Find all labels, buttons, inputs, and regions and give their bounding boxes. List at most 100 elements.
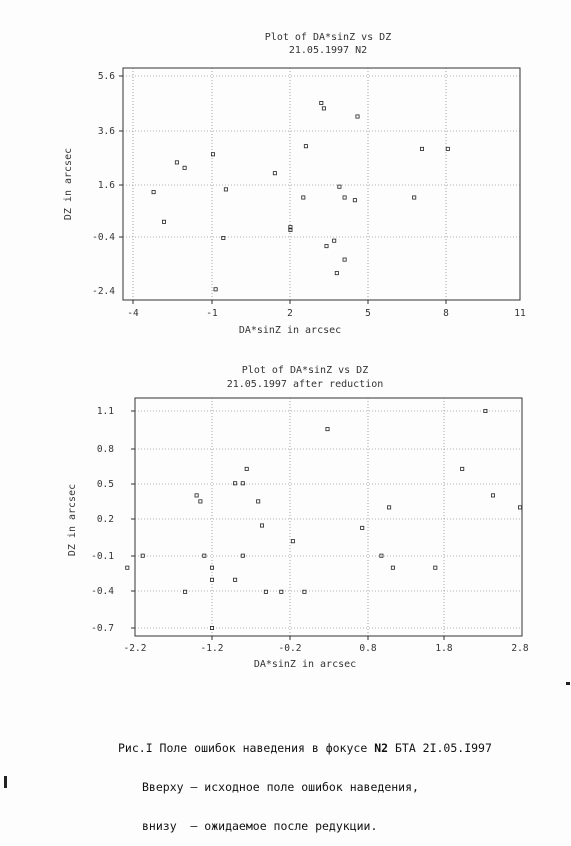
y-tick-label: -0.4 [92,232,115,243]
scatter-point [332,238,337,243]
scatter-point [337,184,342,189]
scatter-point [240,553,245,558]
y-axis-label: DZ in arcsec [63,148,74,220]
scatter-point [518,505,523,510]
scatter-point [319,101,324,106]
scatter-point [209,626,214,631]
y-axis-label: DZ in arcsec [67,484,78,556]
scatter-point [342,195,347,200]
x-tick-label: 2 [287,308,293,319]
caption-text: БТА 2I.05.I997 [388,741,492,755]
scatter-point [182,165,187,170]
scatter-point [213,287,218,292]
scan-mark [566,682,570,685]
figure-caption: Рис.I Поле ошибок наведения в фокусе N2 … [118,716,492,846]
scatter-point [419,146,424,151]
scatter-point [288,225,293,230]
scatter-points [125,408,523,631]
scatter-point [390,565,395,570]
scan-mark [4,776,7,788]
scatter-point [183,589,188,594]
scatter-point [288,227,293,232]
grid [135,398,522,636]
caption-line-3: внизу – ожидаемое после редукции. [142,819,378,833]
x-tick-label: 1.8 [435,643,452,654]
plot-frame [134,397,523,637]
scatter-point [279,589,284,594]
scatter-point [233,577,238,582]
axis-ticks [119,75,447,304]
x-axis-label: DA*sinZ in arcsec [254,659,356,670]
scatter-point [303,144,308,149]
scatter-point [290,539,295,544]
scatter-point [202,553,207,558]
scatter-point [140,553,145,558]
caption-focus-label: N2 [374,741,389,755]
scatter-point [412,195,417,200]
scatter-points [151,101,450,292]
scatter-point [352,198,357,203]
scatter-point [379,553,384,558]
scatter-point [151,190,156,195]
chart-bottom: Plot of DA*sinZ vs DZ 21.05.1997 after r… [67,365,529,670]
y-tick-label: -0.4 [91,586,114,597]
scatter-point [334,271,339,276]
y-tick-label: 0.8 [97,444,114,455]
x-tick-label: -4 [127,308,139,319]
scatter-point [233,481,238,486]
x-tick-label: 5 [365,308,371,319]
y-tick-label: -0.1 [91,551,114,562]
scatter-point [433,565,438,570]
scatter-point [321,106,326,111]
scatter-point [259,523,264,528]
chart-top: Plot of DA*sinZ vs DZ 21.05.1997 N2 -4 -… [63,32,526,336]
y-tick-label: 0.2 [97,514,114,525]
chart-subtitle: 21.05.1997 N2 [289,45,367,56]
chart-title: Plot of DA*sinZ vs DZ [265,32,391,43]
y-tick-label: 1.6 [98,180,115,191]
x-tick-label: 8 [443,308,449,319]
scatter-point [174,160,179,165]
chart-title: Plot of DA*sinZ vs DZ [242,365,368,376]
scatter-point [210,152,215,157]
x-axis-label: DA*sinZ in arcsec [239,325,341,336]
scatter-point [302,589,307,594]
scatter-point [490,493,495,498]
y-tick-label: 1.1 [97,406,114,417]
scatter-point [325,427,330,432]
x-tick-label: 0.8 [359,643,376,654]
scatter-point [324,244,329,249]
scatter-point [360,525,365,530]
chart-subtitle: 21.05.1997 after reduction [227,379,384,390]
scatter-point [256,499,261,504]
scatter-point [194,493,199,498]
scatter-point [223,187,228,192]
scatter-point [301,195,306,200]
scatter-point [209,577,214,582]
y-tick-label: -0.7 [91,623,114,634]
caption-line-1: Рис.I Поле ошибок наведения в фокусе N2 … [118,742,492,755]
scatter-point [244,466,249,471]
x-tick-label: 2.8 [511,643,528,654]
scatter-point [198,499,203,504]
scatter-point [263,589,268,594]
scatter-point [387,505,392,510]
scatter-point [342,257,347,262]
figure-canvas: Plot of DA*sinZ vs DZ 21.05.1997 N2 -4 -… [63,32,529,670]
y-tick-label: 0.5 [97,479,114,490]
scatter-point [483,408,488,413]
x-tick-label: 11 [514,308,526,319]
scatter-point [355,114,360,119]
scatter-point [240,481,245,486]
caption-text: Рис.I Поле ошибок наведения в фокусе [118,741,375,755]
grid [123,68,520,300]
x-tick-label: -2.2 [124,643,147,654]
y-tick-label: 5.6 [98,71,115,82]
scatter-point [209,565,214,570]
x-tick-label: -0.2 [279,643,302,654]
x-tick-label: -1.2 [201,643,224,654]
scatter-point [460,466,465,471]
scatter-point [161,219,166,224]
plot-frame [122,67,521,301]
y-tick-label: 3.6 [98,126,115,137]
